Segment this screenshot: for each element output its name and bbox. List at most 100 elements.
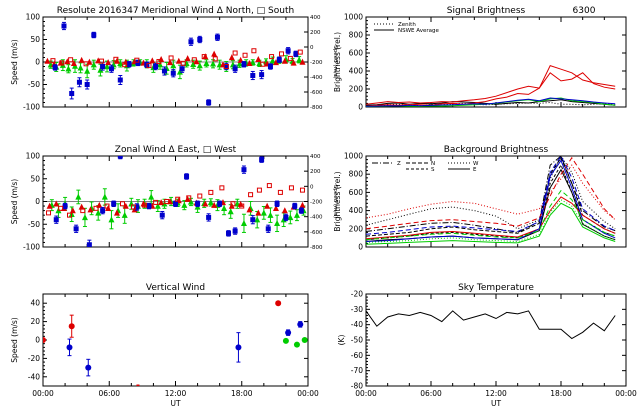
data-point [159, 212, 165, 218]
data-point [298, 208, 304, 214]
data-point [197, 193, 203, 199]
data-point [157, 61, 164, 68]
y2-tick-label: 200 [310, 169, 321, 175]
series-line [366, 164, 616, 221]
data-point [259, 72, 265, 78]
y-tick-label: 100 [26, 13, 41, 22]
data-point [73, 226, 79, 232]
data-point [173, 201, 178, 207]
data-point [299, 201, 306, 208]
data-point [285, 329, 292, 336]
y-tick-label: -50 [28, 80, 40, 89]
data-point [285, 48, 291, 54]
data-point [184, 55, 191, 62]
y2-tick-label: -200 [310, 60, 323, 66]
panel-title: Background Brightness [444, 145, 549, 155]
y-axis-label: Brightness (rel.) [333, 32, 342, 92]
data-point [195, 201, 201, 207]
data-point [299, 58, 306, 65]
data-point [85, 364, 92, 371]
data-point [250, 217, 256, 223]
data-point [78, 56, 85, 63]
panel-title: Vertical Wind [146, 283, 205, 293]
y-tick-label: 400 [349, 206, 364, 215]
data-point [78, 203, 85, 210]
panel-signal: Signal Brightness 6300 0 200 400 600 800 1000 Br… [333, 6, 627, 112]
data-point [179, 66, 185, 72]
data-point [259, 157, 265, 163]
data-point [207, 199, 214, 206]
data-point [175, 196, 181, 202]
y2-tick-label: -600 [310, 90, 323, 96]
series-line [366, 310, 616, 340]
data-point [283, 214, 289, 220]
data-point [251, 48, 257, 54]
y-tick-label: -70 [351, 366, 363, 375]
data-point [296, 56, 303, 63]
data-point [228, 54, 235, 61]
data-point [203, 60, 210, 67]
data-point [46, 202, 53, 209]
data-point [293, 51, 299, 57]
title-part: Δ North, [214, 6, 254, 16]
series-line [366, 64, 616, 107]
data-point [164, 199, 170, 204]
x-tick-label: 18:00 [231, 389, 253, 398]
data-point [142, 202, 148, 208]
data-point [68, 323, 75, 330]
data-point [69, 207, 76, 214]
data-point [61, 23, 67, 29]
y-tick-label: -20 [28, 354, 40, 363]
data-point [90, 61, 97, 68]
data-point [93, 205, 99, 211]
data-point [84, 82, 90, 87]
data-point [288, 185, 294, 191]
data-point [101, 193, 108, 200]
legend-label: Zenith [398, 22, 416, 28]
y-tick-label: -100 [23, 103, 40, 112]
x-tick-label: 18:00 [550, 389, 572, 398]
data-point [246, 206, 253, 213]
panel-meridional: Resolute 2016347 Meridional Wind Δ North… [10, 6, 338, 112]
series-line [366, 156, 616, 235]
y-axis-label: (K) [337, 335, 346, 346]
data-point [211, 201, 218, 208]
data-point [221, 205, 228, 212]
data-point [223, 64, 229, 69]
data-point [108, 216, 115, 223]
data-point [267, 211, 274, 218]
y-tick-label: -100 [23, 243, 40, 252]
series-line [366, 156, 616, 233]
y-tick-label: 200 [349, 224, 364, 233]
x-tick-label: 00:00 [355, 389, 377, 398]
y-tick-label: 0 [358, 103, 363, 112]
panel-title: Zonal Wind Δ East, □ West [115, 145, 237, 155]
data-point [126, 61, 132, 67]
data-point [50, 58, 56, 64]
data-point [135, 60, 141, 66]
data-point [113, 56, 119, 62]
data-point [232, 66, 238, 72]
y-tick-label: -20 [351, 290, 363, 299]
data-point [100, 208, 106, 214]
data-point [266, 183, 272, 189]
data-point [301, 337, 308, 343]
data-point [99, 58, 105, 64]
data-point [276, 57, 282, 63]
data-point [180, 60, 186, 66]
data-point [117, 77, 123, 83]
data-point [53, 217, 59, 223]
data-point [256, 187, 262, 193]
data-point [111, 201, 117, 207]
data-point [254, 216, 261, 223]
x-axis-label: UT [170, 399, 180, 408]
data-point [154, 202, 161, 209]
data-point [223, 64, 229, 69]
data-point [184, 173, 190, 179]
data-point [113, 209, 120, 216]
data-point [269, 57, 276, 64]
data-point [265, 226, 271, 232]
data-point [269, 54, 275, 60]
data-point [69, 91, 75, 96]
y-tick-label: 600 [349, 49, 364, 58]
